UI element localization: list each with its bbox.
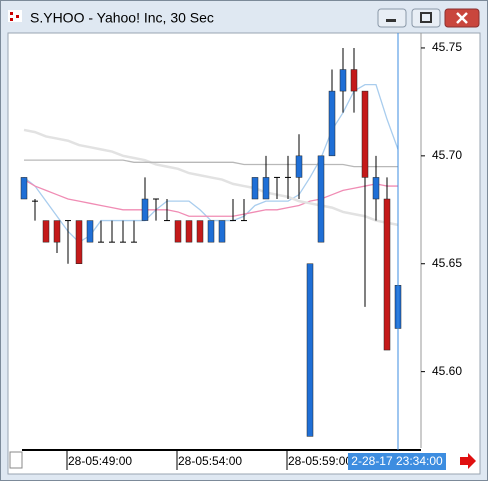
candle-body xyxy=(350,69,358,92)
window-title: S.YHOO - Yahoo! Inc, 30 Sec xyxy=(30,10,214,26)
x-tick-label: 28-05:59:00 xyxy=(288,454,352,468)
icon-dot xyxy=(16,15,19,18)
crosshair-label-bg xyxy=(348,453,446,470)
overlay-line xyxy=(24,159,398,168)
y-tick-label: 45.65 xyxy=(432,256,462,270)
overlay-line xyxy=(23,179,398,217)
candle-body xyxy=(42,220,50,243)
candle-body xyxy=(196,220,204,243)
candle-body xyxy=(372,177,380,200)
minimize-button[interactable] xyxy=(377,8,407,28)
x-tick-label: 28-05:54:00 xyxy=(178,454,242,468)
candle-body xyxy=(20,177,28,200)
minimize-icon xyxy=(386,19,396,22)
x-tick-label: 28-05:49:00 xyxy=(68,454,132,468)
candle-body xyxy=(141,198,149,221)
candle-body xyxy=(339,69,347,92)
crosshair-label: 2-28-17 23:34:00 xyxy=(351,454,443,468)
scroll-box[interactable] xyxy=(9,451,23,469)
y-tick-label: 45.60 xyxy=(432,364,462,378)
candle-body xyxy=(317,155,325,243)
icon-dot xyxy=(10,12,13,15)
candle-body xyxy=(75,220,83,264)
icon-dot xyxy=(10,18,13,21)
candle-body xyxy=(251,177,259,200)
candle-body xyxy=(383,198,391,351)
candle-body xyxy=(328,90,336,157)
candle-body xyxy=(361,90,369,178)
y-tick-label: 45.75 xyxy=(432,40,462,54)
candle-body xyxy=(207,220,215,243)
overlay-line xyxy=(23,128,399,227)
candle-body xyxy=(86,220,94,243)
chart-area xyxy=(7,32,481,475)
candle-body xyxy=(262,177,270,200)
scroll-arrow[interactable] xyxy=(460,453,476,469)
candle-body xyxy=(306,263,314,437)
y-tick-label: 45.70 xyxy=(432,148,462,162)
maximize-button[interactable] xyxy=(411,8,441,28)
candle-body xyxy=(218,220,226,243)
candle-body xyxy=(174,220,182,243)
close-icon xyxy=(456,12,468,24)
candle-body xyxy=(53,220,61,243)
maximize-icon xyxy=(420,12,432,23)
candle-body xyxy=(185,220,193,243)
candle-body xyxy=(295,155,303,178)
